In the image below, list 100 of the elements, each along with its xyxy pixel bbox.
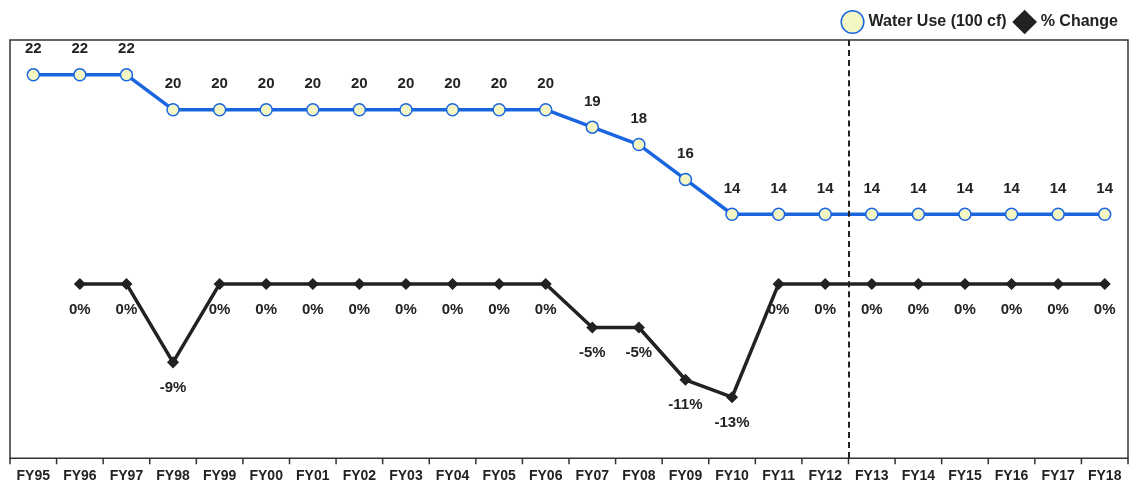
point [678, 172, 693, 187]
point [167, 356, 179, 369]
data-label: -11% [668, 395, 703, 413]
x-tick-label: FY07 [575, 467, 610, 484]
data-label: 14 [910, 178, 928, 196]
data-label: 20 [397, 74, 415, 92]
data-label: 14 [816, 178, 835, 196]
legend-label: % Change [1040, 12, 1119, 30]
point [259, 102, 273, 117]
data-label: 0% [301, 299, 324, 317]
data-label: 14 [1096, 178, 1114, 196]
data-label: 14 [723, 178, 742, 196]
point [679, 374, 692, 386]
point [352, 102, 367, 117]
point [213, 278, 226, 290]
point [1005, 278, 1018, 290]
point [865, 207, 879, 221]
point [307, 278, 319, 290]
point [958, 207, 972, 221]
data-label: 0% [488, 299, 510, 317]
point [212, 102, 227, 117]
point [959, 278, 971, 290]
x-tick-label: FY09 [668, 467, 703, 484]
point [399, 102, 413, 117]
x-tick-label: FY01 [296, 467, 330, 484]
data-label: 18 [630, 109, 648, 127]
data-label: 0% [348, 299, 371, 317]
data-label: 20 [351, 74, 368, 92]
data-label: 22 [24, 39, 42, 57]
x-tick-label: FY15 [948, 467, 982, 484]
data-label: 20 [257, 74, 275, 92]
data-label: 0% [1093, 299, 1116, 317]
x-tick-label: FY98 [156, 467, 190, 484]
point [633, 321, 645, 334]
point [1004, 207, 1019, 221]
data-label: 0% [208, 299, 231, 317]
data-label: 14 [1049, 178, 1068, 196]
point [260, 278, 272, 290]
data-label: 0% [69, 299, 91, 317]
data-label: -9% [159, 378, 187, 395]
point [819, 278, 831, 290]
data-label: 14 [770, 178, 788, 196]
point [119, 68, 134, 82]
x-tick-label: FY05 [482, 467, 517, 484]
x-tick-label: FY10 [715, 467, 749, 484]
data-label: 20 [537, 74, 555, 92]
point [632, 137, 646, 152]
data-label: 16 [677, 144, 694, 162]
data-label: 0% [255, 299, 278, 317]
x-tick-label: FY97 [109, 467, 144, 484]
data-label: 20 [164, 74, 182, 92]
data-label: 20 [490, 74, 508, 92]
legend-label: Water Use (100 cf) [868, 12, 1007, 30]
data-label: 0% [1047, 299, 1069, 317]
x-tick-label: FY02 [342, 467, 377, 484]
point [306, 102, 320, 117]
x-tick-label: FY06 [528, 467, 563, 484]
data-label: 19 [583, 91, 601, 109]
x-tick-label: FY13 [855, 467, 889, 484]
point [492, 102, 506, 117]
x-tick-label: FY95 [16, 467, 51, 484]
data-label: 14 [1003, 178, 1021, 196]
data-label: 20 [444, 74, 461, 92]
point [120, 278, 133, 290]
data-label: 0% [441, 299, 464, 317]
x-tick-label: FY11 [762, 467, 796, 484]
point [493, 278, 505, 290]
point [585, 120, 600, 134]
data-label: -5% [625, 343, 653, 361]
x-tick-label: FY08 [622, 467, 656, 484]
x-tick-label: FY04 [435, 467, 470, 484]
point [166, 102, 180, 117]
data-label: 0% [395, 299, 417, 317]
point [74, 278, 86, 290]
point [446, 278, 459, 290]
data-label: 0% [814, 299, 837, 317]
data-label: 0% [534, 299, 557, 317]
point [445, 102, 460, 117]
data-label: 0% [860, 299, 883, 317]
point [1052, 278, 1064, 290]
data-label: -13% [714, 412, 750, 430]
x-tick-label: FY96 [63, 467, 97, 484]
point [1051, 207, 1065, 221]
data-label: 0% [954, 299, 976, 317]
data-label: 20 [211, 74, 228, 92]
x-tick-label: FY14 [901, 467, 936, 484]
point [866, 278, 878, 290]
data-label: 14 [956, 178, 974, 196]
point [818, 207, 832, 221]
x-tick-label: FY18 [1087, 467, 1122, 484]
data-label: 22 [71, 39, 89, 57]
data-label: -5% [578, 343, 606, 361]
point [725, 207, 739, 221]
point [26, 68, 41, 82]
x-tick-label: FY16 [994, 467, 1029, 484]
point [771, 207, 786, 221]
data-label: 20 [304, 74, 322, 92]
point [726, 391, 738, 403]
point [772, 278, 785, 290]
point [73, 68, 87, 82]
